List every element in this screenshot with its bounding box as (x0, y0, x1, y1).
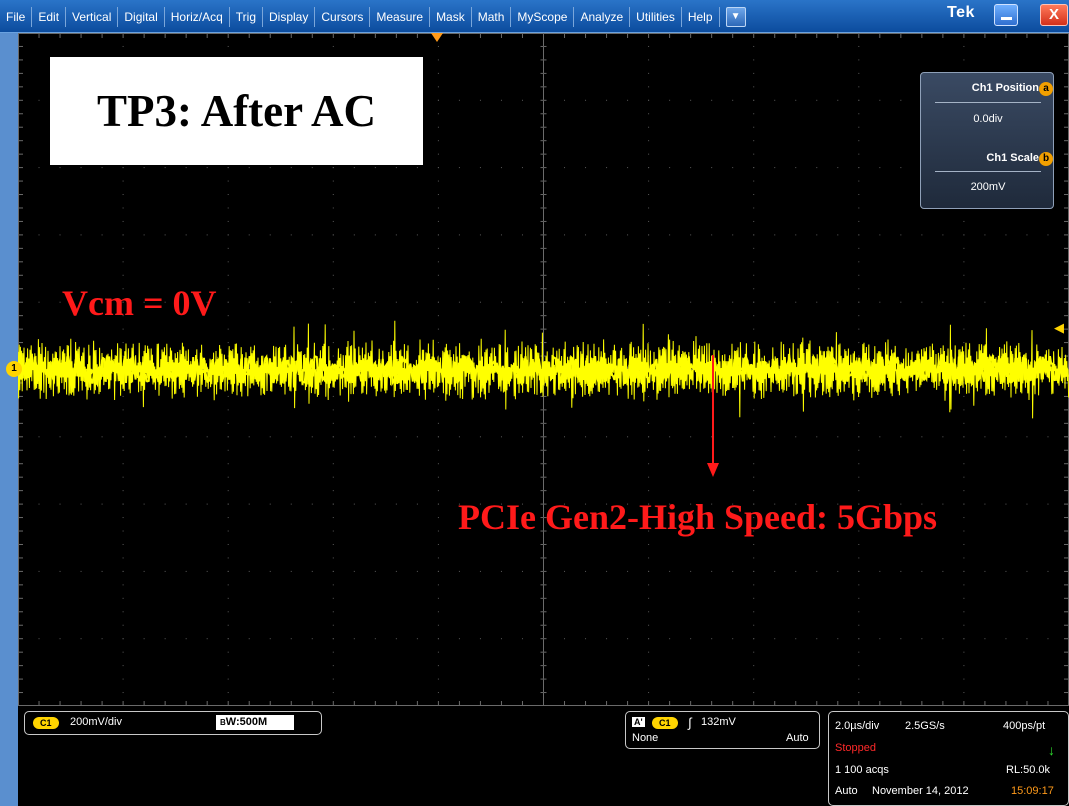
horizontal-readout[interactable]: 2.0µs/div 2.5GS/s 400ps/pt Stopped ↓ 1 1… (828, 711, 1069, 806)
run-state: Stopped (835, 742, 876, 754)
menu-file[interactable]: File (0, 6, 33, 27)
left-edge-strip (0, 33, 18, 806)
run-arrow-icon: ↓ (1048, 742, 1055, 758)
knob-a-badge: a (1039, 82, 1053, 96)
time-per-div: 2.0µs/div (835, 720, 880, 732)
knob-b-badge: b (1039, 152, 1053, 166)
vertical-readout[interactable]: C1 200mV/div BW:500M (24, 711, 322, 735)
time: 15:09:17 (1011, 785, 1054, 797)
minimize-icon (1001, 17, 1012, 20)
menu-display[interactable]: Display (263, 6, 316, 27)
menu-edit[interactable]: Edit (32, 6, 67, 27)
trigger-mode: Auto (786, 732, 809, 744)
trigger-channel-badge: C1 (652, 717, 678, 729)
ch1-position-label: Ch1 Position (971, 82, 1039, 94)
trigger-level-marker[interactable]: ◀ (1054, 320, 1064, 335)
trigger-readout[interactable]: A' C1 ∫ 132mV None Auto (625, 711, 820, 749)
minimize-button[interactable] (994, 4, 1018, 26)
bandwidth-prefix: B (220, 718, 226, 727)
divider (935, 102, 1041, 103)
annotation-arrow-head (707, 463, 719, 477)
speed-annotation: PCIe Gen2-High Speed: 5Gbps (458, 497, 938, 537)
menu-list: File Edit Vertical Digital Horiz/Acq Tri… (0, 0, 746, 33)
acquisition-mode: Auto (835, 785, 858, 797)
divider (935, 171, 1041, 172)
close-button[interactable]: X (1040, 4, 1068, 26)
record-length: RL:50.0k (1006, 764, 1051, 776)
menu-trig[interactable]: Trig (230, 6, 263, 27)
trigger-level: 132mV (701, 716, 736, 728)
menu-vertical[interactable]: Vertical (66, 6, 119, 27)
ch1-ground-marker[interactable]: 1 (6, 361, 22, 377)
chevron-down-icon[interactable]: ▼ (725, 6, 746, 27)
menu-myscope[interactable]: MyScope (511, 6, 575, 27)
menu-horiz-acq[interactable]: Horiz/Acq (165, 6, 230, 27)
trigger-coupling: None (632, 732, 659, 744)
title-annotation: TP3: After AC (50, 57, 423, 165)
rising-edge-icon: ∫ (688, 715, 692, 730)
ch1-scale-value: 200mV (970, 181, 1006, 193)
menu-math[interactable]: Math (472, 6, 512, 27)
acquisition-count: 1 100 acqs (835, 764, 889, 776)
menu-mask[interactable]: Mask (430, 6, 472, 27)
menu-cursors[interactable]: Cursors (315, 6, 371, 27)
ch1-position-value: 0.0div (973, 113, 1003, 125)
tek-logo: Tek (947, 4, 975, 21)
status-bar: C1 200mV/div BW:500M A' C1 ∫ 132mV None … (18, 706, 1069, 806)
knob-readout-panel[interactable]: Ch1 Position a 0.0div Ch1 Scale b 200mV (920, 72, 1054, 209)
vcm-annotation: Vcm = 0V (62, 283, 217, 323)
menu-digital[interactable]: Digital (118, 6, 165, 27)
sample-rate: 2.5GS/s (905, 720, 945, 732)
menu-bar: File Edit Vertical Digital Horiz/Acq Tri… (0, 0, 1069, 33)
resolution: 400ps/pt (1003, 720, 1046, 732)
waveform-core (18, 353, 1069, 388)
date: November 14, 2012 (872, 785, 969, 797)
menu-help[interactable]: Help (682, 6, 720, 27)
trigger-a-badge: A' (632, 717, 645, 727)
ch1-scale-label: Ch1 Scale (986, 152, 1039, 164)
channel-badge: C1 (33, 717, 59, 729)
trigger-position-marker[interactable] (431, 33, 443, 42)
bandwidth-readout: BW:500M (216, 715, 294, 730)
menu-measure[interactable]: Measure (370, 6, 431, 27)
menu-utilities[interactable]: Utilities (630, 6, 682, 27)
bandwidth-value: W:500M (225, 716, 268, 728)
menu-analyze[interactable]: Analyze (574, 6, 631, 27)
vertical-scale: 200mV/div (70, 716, 122, 728)
